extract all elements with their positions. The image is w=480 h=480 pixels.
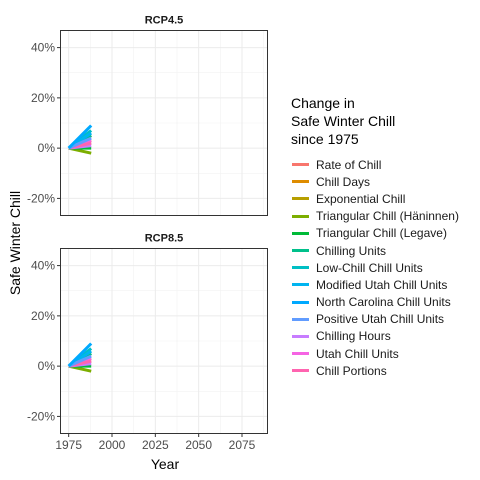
y-axis-title: Safe Winter Chill (7, 191, 23, 295)
x-axis-title: Year (151, 456, 180, 472)
x-tick-label: 2075 (229, 438, 256, 452)
y-tick-label: 0% (38, 359, 56, 373)
panel-1: RCP8.5 -20% 0% 20% 40% (27, 227, 268, 434)
panel-strip-label: RCP4.5 (145, 15, 184, 27)
legend-item: Chilling Hours (291, 328, 476, 345)
legend-key (292, 214, 309, 218)
y-tick-label: -20% (27, 191, 55, 205)
legend-item: Chill Days (291, 173, 476, 190)
y-tick-label: 40% (31, 41, 55, 55)
legend-item: Triangular Chill (Legave) (291, 225, 476, 242)
x-tick-label: 2025 (142, 438, 169, 452)
legend-key (292, 369, 309, 373)
x-tick-label: 1975 (55, 438, 82, 452)
series-line (67, 124, 93, 150)
legend-key (292, 352, 309, 356)
y-tick-label: 20% (31, 309, 55, 323)
legend-label: Triangular Chill (Häninnen) (316, 209, 459, 224)
legend-label: Chill Portions (316, 363, 387, 378)
panel-border (60, 30, 268, 216)
legend-key (292, 163, 309, 167)
legend-item: Modified Utah Chill Units (291, 276, 476, 293)
x-axis: 1975 2000 2025 2050 2075 (55, 434, 256, 452)
legend-key (292, 266, 309, 270)
legend-item: North Carolina Chill Units (291, 294, 476, 311)
legend: Change in Safe Winter Chill since 1975 R… (291, 94, 476, 379)
legend-key (292, 180, 309, 184)
legend-key (292, 231, 309, 235)
legend-item: Chilling Units (291, 242, 476, 259)
x-tick-label: 2050 (185, 438, 212, 452)
panels: RCP4.5 -20% 0% 20% 40% RCP8.5 -20% 0% 20% 40% (27, 9, 268, 434)
legend-label: Chilling Units (316, 243, 387, 258)
y-tick-label: 20% (31, 91, 55, 105)
legend-key (292, 197, 309, 201)
panel-strip-label: RCP8.5 (145, 233, 184, 245)
panel-strip (60, 9, 268, 30)
legend-key (292, 249, 309, 253)
legend-label: Positive Utah Chill Units (316, 312, 445, 327)
legend-key (292, 317, 309, 321)
legend-item: Rate of Chill (291, 156, 476, 173)
legend-label: Modified Utah Chill Units (316, 277, 448, 292)
legend-item: Triangular Chill (Häninnen) (291, 208, 476, 225)
legend-key (292, 300, 309, 304)
legend-item: Exponential Chill (291, 190, 476, 207)
legend-label: Chilling Hours (316, 329, 391, 344)
legend-title: Change in Safe Winter Chill since 1975 (291, 95, 396, 147)
y-tick-label: 0% (38, 141, 56, 155)
panel-border (60, 248, 268, 434)
y-tick-label: 40% (31, 259, 55, 273)
legend-item: Positive Utah Chill Units (291, 311, 476, 328)
series-line (67, 342, 93, 368)
panel-0: RCP4.5 -20% 0% 20% 40% (27, 9, 268, 216)
legend-label: Utah Chill Units (316, 346, 399, 361)
x-tick-label: 2000 (99, 438, 126, 452)
legend-item: Utah Chill Units (291, 345, 476, 362)
legend-label: Triangular Chill (Legave) (316, 226, 447, 241)
legend-label: Low-Chill Chill Units (316, 260, 423, 275)
legend-label: Chill Days (316, 174, 371, 189)
legend-key (292, 334, 309, 338)
legend-label: North Carolina Chill Units (316, 295, 451, 310)
legend-item: Low-Chill Chill Units (291, 259, 476, 276)
legend-item: Chill Portions (291, 362, 476, 379)
y-tick-label: -20% (27, 409, 55, 423)
legend-label: Exponential Chill (316, 191, 406, 206)
panel-strip (60, 227, 268, 248)
legend-key (292, 283, 309, 287)
legend-label: Rate of Chill (316, 157, 382, 172)
legend-items: Rate of Chill Chill Days Exponential Chill… (291, 156, 476, 379)
